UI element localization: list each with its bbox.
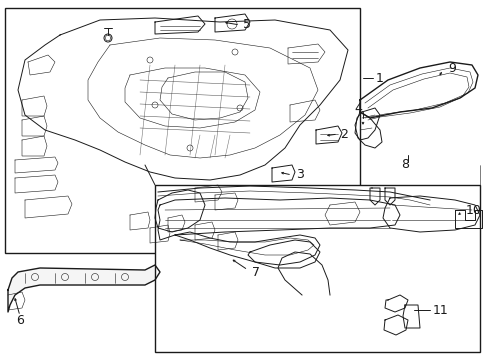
Polygon shape xyxy=(8,265,160,312)
Polygon shape xyxy=(158,198,399,240)
Text: 1: 1 xyxy=(375,72,383,85)
Text: 3: 3 xyxy=(295,168,303,181)
Text: 11: 11 xyxy=(432,303,448,316)
Bar xyxy=(5,8,359,253)
Text: 6: 6 xyxy=(16,314,24,327)
Text: 8: 8 xyxy=(400,158,408,171)
Text: 9: 9 xyxy=(447,62,455,75)
Bar xyxy=(155,185,479,352)
Text: 5: 5 xyxy=(243,18,250,31)
Polygon shape xyxy=(18,18,347,180)
Text: 4: 4 xyxy=(353,102,361,114)
Text: 10: 10 xyxy=(465,203,481,216)
Text: 7: 7 xyxy=(251,266,260,279)
Text: 2: 2 xyxy=(339,127,347,140)
